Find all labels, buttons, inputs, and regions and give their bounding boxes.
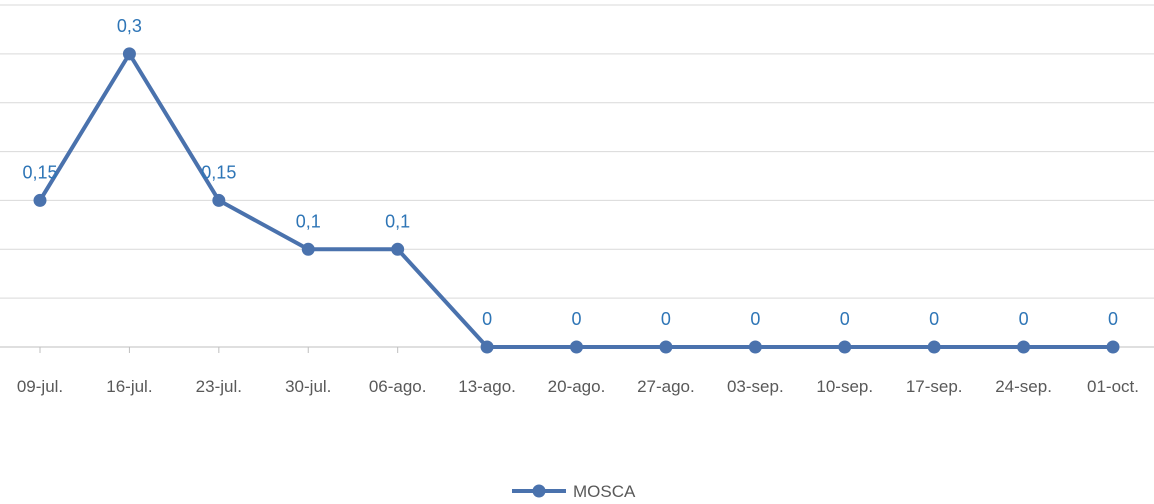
data-point — [480, 340, 494, 354]
x-axis: 09-jul. 16-jul. 23-jul. 30-jul. 06-ago. 13-ag… — [0, 346, 1154, 396]
data-point — [301, 242, 315, 256]
data-label: 0,1 — [296, 211, 321, 231]
data-point — [570, 340, 583, 354]
x-tick-label: 01-oct. — [1087, 377, 1139, 396]
x-tick-label: 27-ago. — [637, 377, 695, 396]
data-point — [212, 193, 226, 207]
data-label: 0 — [482, 309, 492, 329]
data-label: 0 — [929, 309, 939, 329]
x-tick-label: 13-ago. — [458, 377, 516, 396]
x-tick-label: 17-sep. — [906, 377, 963, 396]
data-point — [659, 340, 673, 354]
data-label: 0,3 — [117, 16, 142, 36]
data-point — [391, 242, 405, 256]
data-label: 0,15 — [201, 162, 236, 182]
legend: MOSCA — [512, 482, 636, 501]
series-mosca — [33, 47, 1120, 354]
data-point — [1017, 340, 1031, 354]
data-label: 0 — [1108, 309, 1118, 329]
data-point — [927, 340, 941, 354]
x-tick-label: 10-sep. — [816, 377, 873, 396]
data-label: 0,15 — [22, 162, 57, 182]
data-label: 0,1 — [385, 211, 410, 231]
legend-marker-swatch — [532, 484, 546, 498]
x-tick-label: 03-sep. — [727, 377, 784, 396]
data-point — [748, 340, 762, 354]
data-point — [122, 47, 136, 61]
data-label: 0 — [840, 309, 850, 329]
data-label: 0 — [571, 309, 581, 329]
data-point — [1106, 340, 1120, 354]
x-tick-label: 16-jul. — [106, 377, 152, 396]
x-tick-label: 23-jul. — [196, 377, 242, 396]
x-tick-label: 20-ago. — [548, 377, 606, 396]
gridlines — [0, 4, 1154, 299]
x-tick-label: 06-ago. — [369, 377, 427, 396]
x-tick-label: 24-sep. — [995, 377, 1052, 396]
x-tick-label: 30-jul. — [285, 377, 331, 396]
data-label: 0 — [1019, 309, 1029, 329]
legend-label-mosca: MOSCA — [573, 482, 636, 501]
data-point — [838, 340, 852, 354]
x-tick-label: 09-jul. — [17, 377, 63, 396]
data-label: 0 — [661, 309, 671, 329]
data-label: 0 — [750, 309, 760, 329]
data-point — [33, 193, 47, 207]
data-labels: 0,15 0,3 0,15 0,1 0,1 0 0 0 0 0 0 0 0 — [22, 16, 1118, 329]
